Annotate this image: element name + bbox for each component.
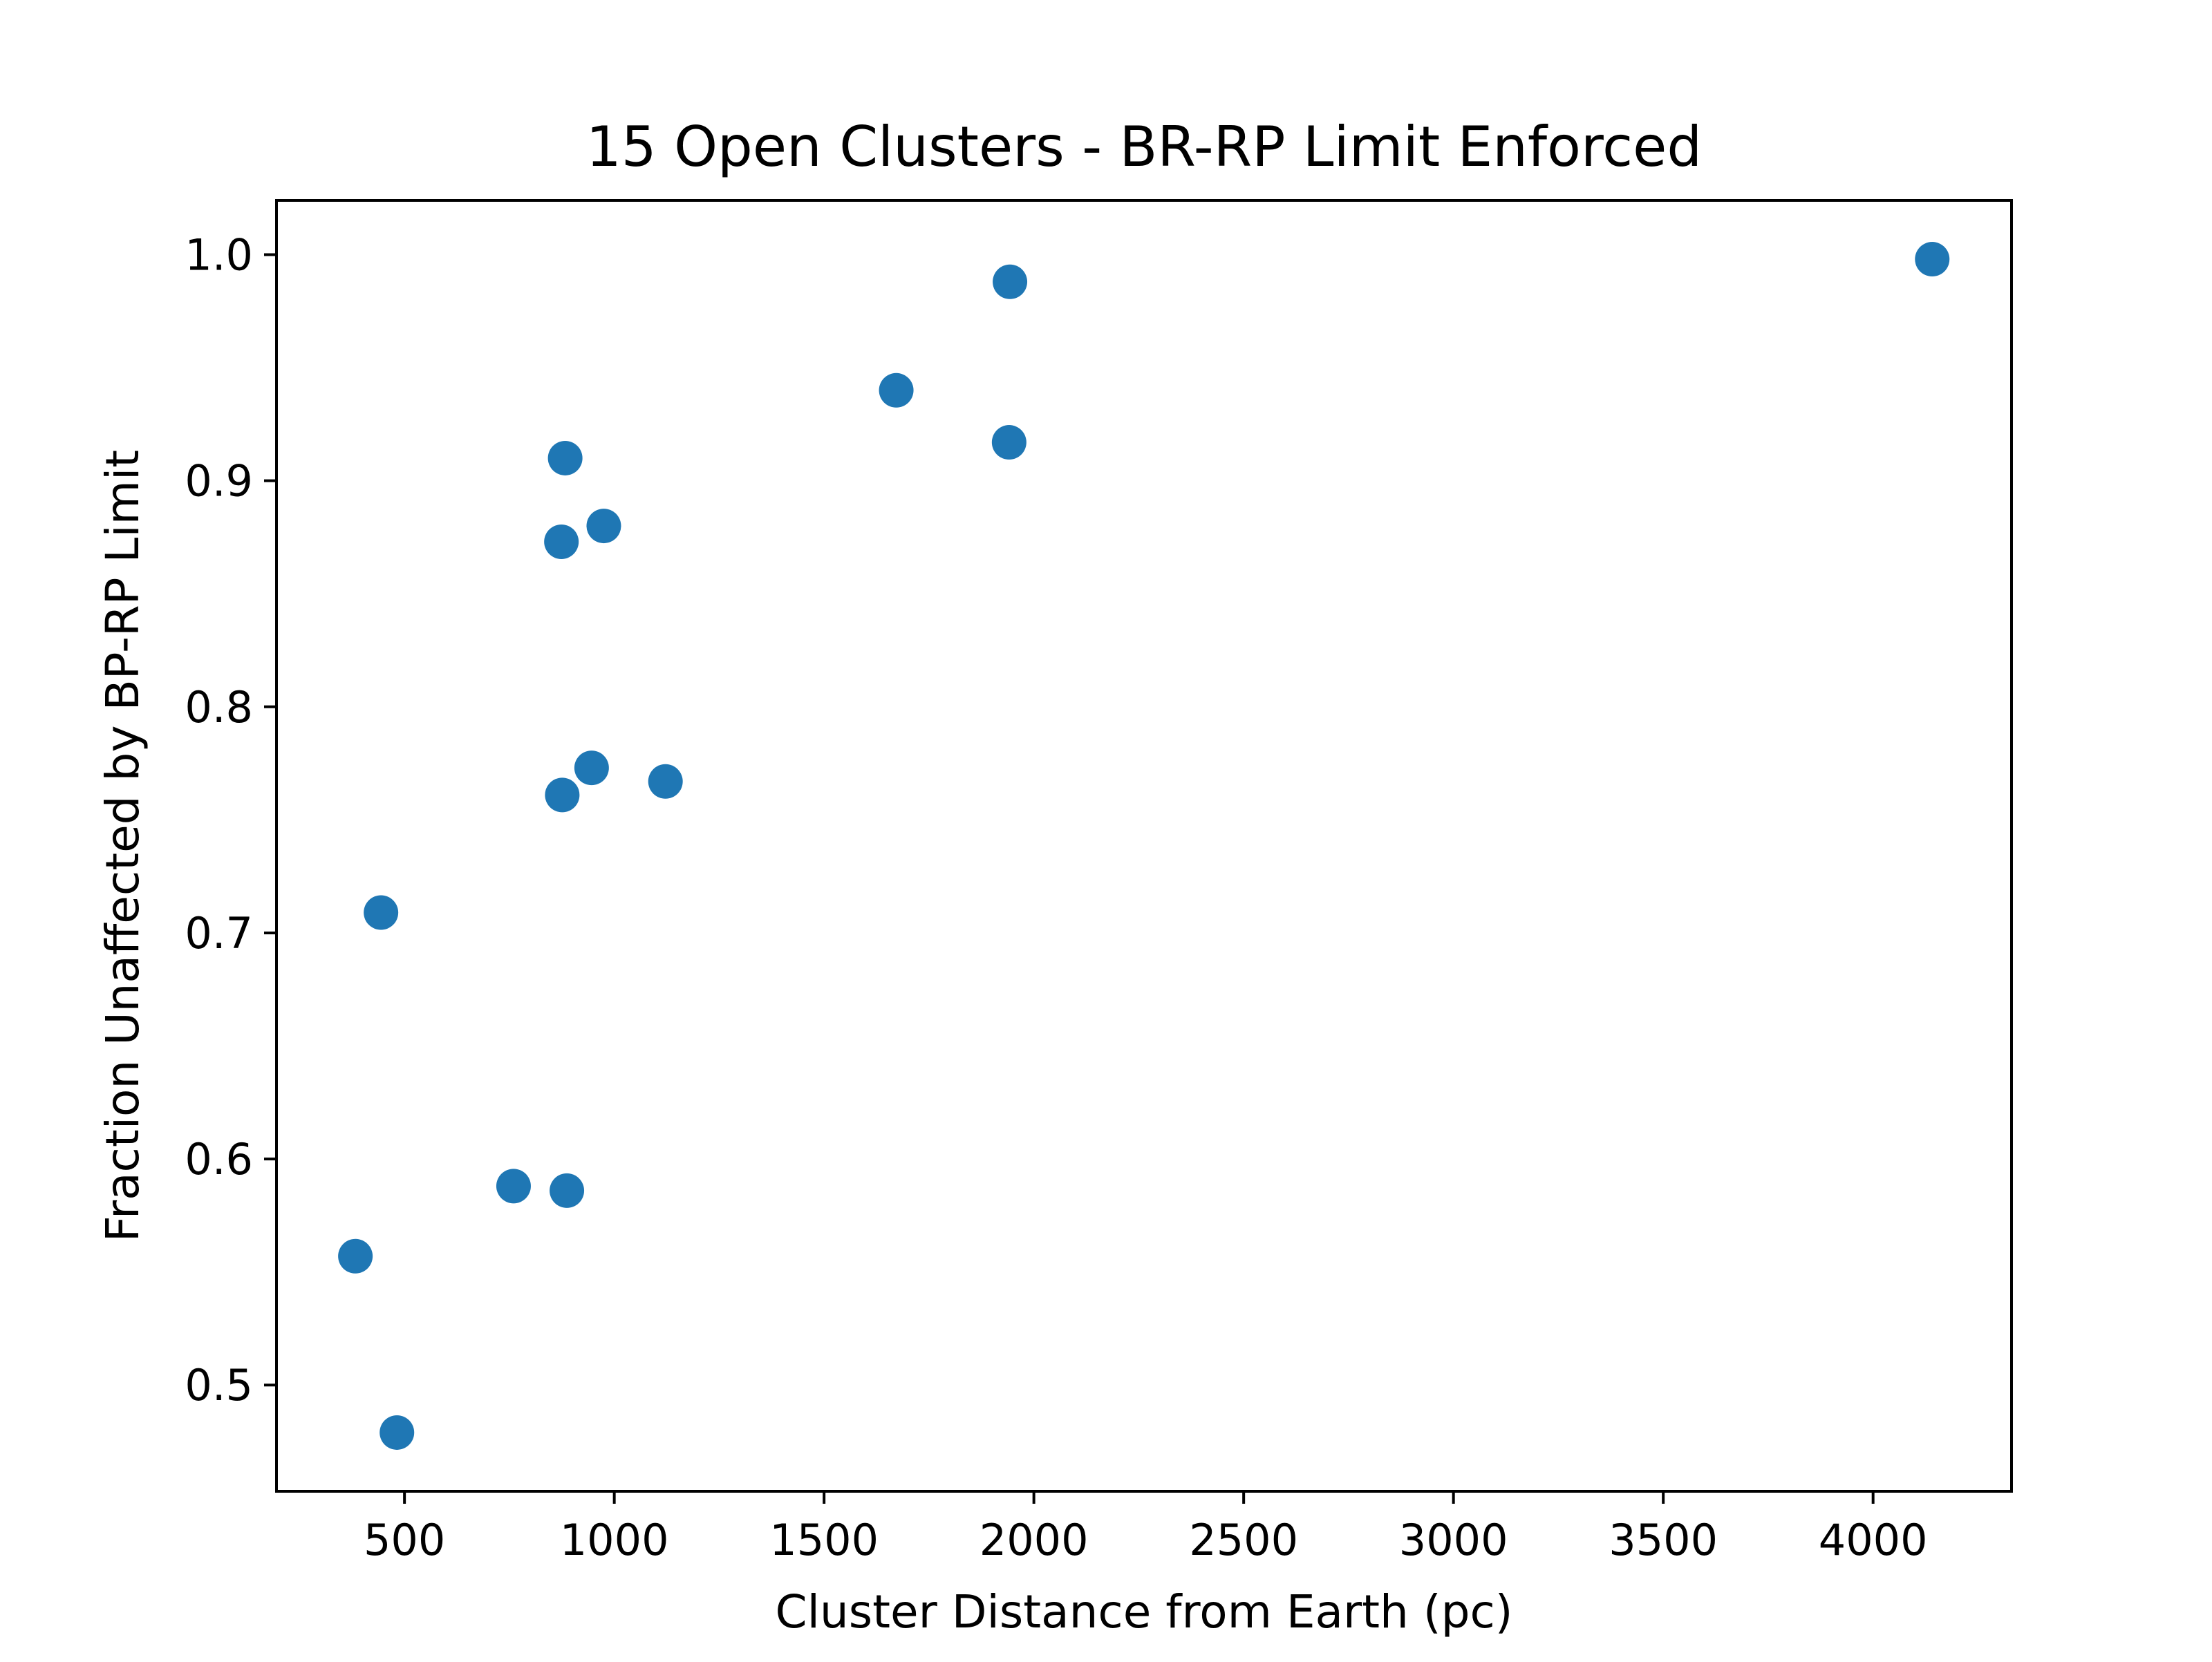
data-point (544, 524, 579, 559)
plot-frame (275, 199, 2013, 1493)
data-point (338, 1238, 373, 1274)
x-tick-label: 1000 (560, 1515, 669, 1565)
x-tick-label: 3000 (1399, 1515, 1508, 1565)
x-axis: 500 1000 1500 2000 2500 3000 3500 4000 (364, 1491, 1928, 1565)
y-tick-label: 0.6 (185, 1134, 253, 1184)
chart-title: 15 Open Clusters - BR-RP Limit Enforced (586, 115, 1702, 179)
y-axis-label: Fraction Unaffected by BP-RP Limit (96, 450, 149, 1242)
points-layer (338, 242, 1950, 1450)
y-tick-label: 1.0 (185, 230, 253, 281)
x-tick-label: 2000 (980, 1515, 1089, 1565)
data-point (379, 1415, 415, 1450)
data-point (993, 264, 1028, 299)
data-point (879, 372, 914, 408)
y-tick-label: 0.9 (185, 456, 253, 507)
x-axis-label: Cluster Distance from Earth (pc) (775, 1585, 1512, 1639)
x-tick-label: 2500 (1189, 1515, 1298, 1565)
data-point (364, 895, 399, 930)
data-point (545, 777, 580, 813)
y-tick-label: 0.7 (185, 908, 253, 959)
x-tick-label: 500 (364, 1515, 445, 1565)
data-point (586, 509, 621, 544)
data-point (550, 1173, 585, 1208)
data-point (496, 1169, 531, 1204)
data-point (547, 440, 583, 475)
data-point (574, 750, 609, 786)
x-tick-label: 1500 (769, 1515, 879, 1565)
data-point (648, 764, 683, 799)
data-point (991, 425, 1027, 460)
x-tick-label: 4000 (1819, 1515, 1928, 1565)
data-point (1915, 242, 1950, 277)
x-tick-label: 3500 (1609, 1515, 1718, 1565)
y-axis: 0.5 0.6 0.7 0.8 0.9 1.0 (185, 230, 276, 1410)
y-tick-label: 0.8 (185, 682, 253, 733)
y-tick-label: 0.5 (185, 1360, 253, 1410)
